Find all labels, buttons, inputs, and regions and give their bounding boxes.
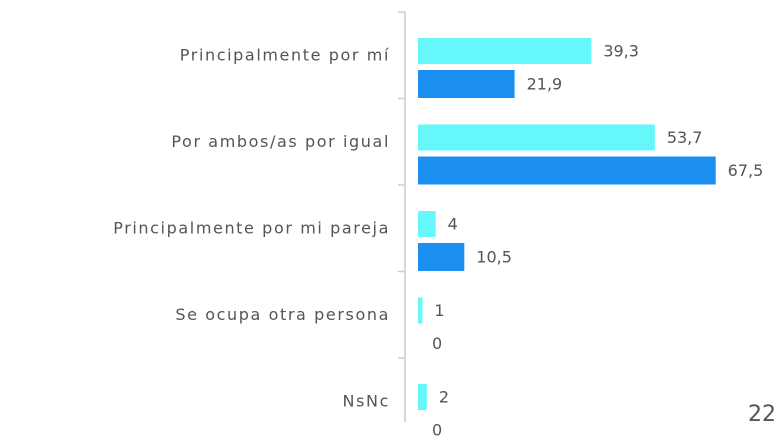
value-label: 2: [439, 388, 449, 407]
category-label: Principalmente por mi pareja: [113, 219, 390, 238]
value-label: 67,5: [728, 161, 764, 180]
bar: [418, 70, 515, 98]
value-label: 53,7: [667, 128, 703, 147]
value-label: 1: [434, 301, 444, 320]
value-label: 4: [448, 215, 458, 234]
bar: [418, 384, 427, 410]
value-label: 10,5: [476, 248, 512, 267]
category-label: Se ocupa otra persona: [175, 305, 390, 324]
value-label: 21,9: [527, 75, 563, 94]
value-label: 0: [432, 421, 442, 440]
bar: [418, 156, 716, 185]
bar: [418, 38, 592, 64]
page-number: 22: [748, 402, 776, 427]
bar: [418, 243, 465, 271]
category-label: Por ambos/as por igual: [171, 132, 390, 151]
category-label: Principalmente por mí: [180, 46, 390, 65]
value-label: 0: [432, 334, 442, 353]
bar: [418, 297, 423, 324]
bar: [418, 211, 436, 237]
value-label: 39,3: [603, 42, 639, 61]
category-label: NsNc: [343, 392, 390, 411]
bar: [418, 124, 655, 151]
